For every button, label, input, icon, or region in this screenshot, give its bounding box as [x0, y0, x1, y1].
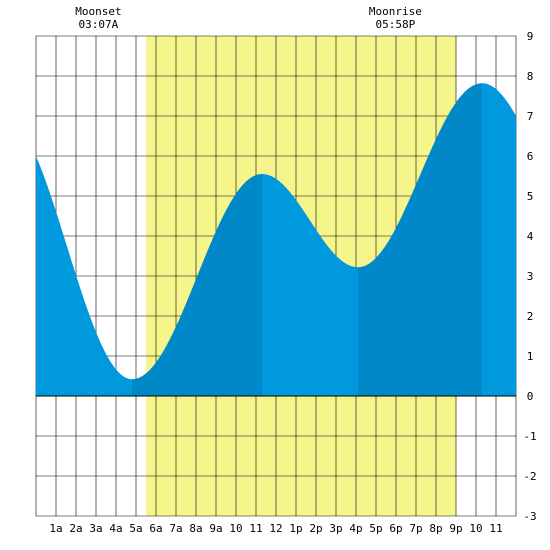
- x-tick-label: 6a: [149, 522, 162, 535]
- x-tick-label: 3p: [329, 522, 342, 535]
- x-tick-label: 2a: [69, 522, 82, 535]
- y-tick-label: 0: [527, 390, 534, 403]
- tide-area-segment: [132, 174, 262, 396]
- x-tick-label: 4p: [349, 522, 362, 535]
- x-tick-label: 12: [269, 522, 282, 535]
- y-tick-label: -1: [523, 430, 536, 443]
- annotation-time: 05:58P: [376, 18, 416, 31]
- tide-area-segment: [482, 83, 516, 396]
- annotation-title: Moonset: [75, 5, 121, 18]
- y-tick-label: -3: [523, 510, 536, 523]
- tide-area-segment: [358, 83, 482, 396]
- annotation-title: Moonrise: [369, 5, 422, 18]
- y-tick-label: 4: [527, 230, 534, 243]
- x-tick-labels: 1a 2a 3a 4a 5a 6a 7a 8a 9a 10 11 12 1p 2p 3p 4p 5p 6p 7p 8p…: [49, 522, 502, 535]
- x-tick-label: 2p: [309, 522, 322, 535]
- y-tick-labels: -3 -2 -1 0 1 2 3 4 5 6 7 8 9: [523, 30, 536, 523]
- y-tick-label: 2: [527, 310, 534, 323]
- annotation-time: 03:07A: [79, 18, 119, 31]
- x-tick-label: 10: [469, 522, 482, 535]
- x-tick-label: 3a: [89, 522, 102, 535]
- x-tick-label: 8a: [189, 522, 202, 535]
- y-tick-label: 8: [527, 70, 534, 83]
- x-tick-label: 11: [249, 522, 262, 535]
- y-tick-label: 5: [527, 190, 534, 203]
- x-tick-label: 7p: [409, 522, 422, 535]
- x-tick-label: 5a: [129, 522, 142, 535]
- x-tick-label: 9a: [209, 522, 222, 535]
- x-tick-label: 9p: [449, 522, 462, 535]
- tide-area-layer: [36, 83, 516, 396]
- x-tick-label: 10: [229, 522, 242, 535]
- x-tick-label: 7a: [169, 522, 182, 535]
- x-tick-label: 1a: [49, 522, 62, 535]
- x-tick-label: 5p: [369, 522, 382, 535]
- y-tick-label: 9: [527, 30, 534, 43]
- tide-area-segment: [262, 174, 358, 396]
- y-tick-label: -2: [523, 470, 536, 483]
- x-tick-label: 11: [489, 522, 502, 535]
- y-tick-label: 7: [527, 110, 534, 123]
- x-tick-label: 8p: [429, 522, 442, 535]
- x-tick-label: 1p: [289, 522, 302, 535]
- tide-area-segment: [36, 156, 132, 396]
- y-tick-label: 3: [527, 270, 534, 283]
- x-tick-label: 6p: [389, 522, 402, 535]
- y-tick-label: 1: [527, 350, 534, 363]
- y-tick-label: 6: [527, 150, 534, 163]
- x-tick-label: 4a: [109, 522, 122, 535]
